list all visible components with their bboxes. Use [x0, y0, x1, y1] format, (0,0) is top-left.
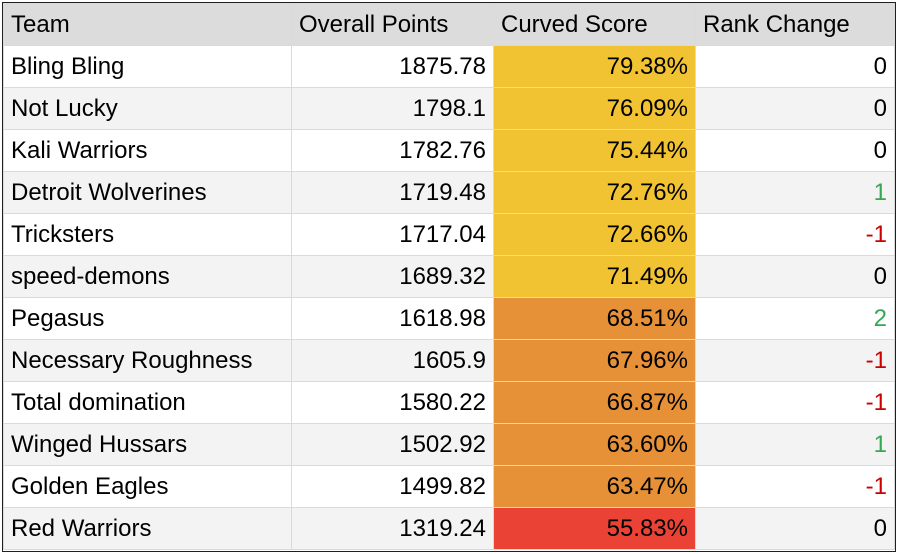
rank-change-cell[interactable]: 0: [695, 255, 895, 298]
rank-change-cell[interactable]: 0: [695, 45, 895, 88]
overall-points-cell[interactable]: 1499.82: [291, 465, 494, 508]
overall-points-cell[interactable]: 1618.98: [291, 297, 494, 340]
team-cell[interactable]: Bling Bling: [3, 45, 292, 88]
table-row: Kali Warriors 1782.76 75.44% 0: [3, 129, 895, 172]
team-cell[interactable]: Kali Warriors: [3, 129, 292, 172]
table-row: Necessary Roughness 1605.9 67.96% -1: [3, 339, 895, 382]
curved-score-cell[interactable]: 68.51%: [493, 297, 696, 340]
overall-points-cell[interactable]: 1689.32: [291, 255, 494, 298]
curved-score-cell[interactable]: 79.38%: [493, 45, 696, 88]
curved-score-cell[interactable]: 63.47%: [493, 465, 696, 508]
rank-change-cell[interactable]: -1: [695, 213, 895, 256]
table-row: Bling Bling 1875.78 79.38% 0: [3, 45, 895, 88]
header-overall-points[interactable]: Overall Points: [291, 3, 494, 46]
overall-points-cell[interactable]: 1319.24: [291, 507, 494, 550]
table-row: Winged Hussars 1502.92 63.60% 1: [3, 423, 895, 466]
team-cell[interactable]: speed-demons: [3, 255, 292, 298]
team-cell[interactable]: Winged Hussars: [3, 423, 292, 466]
table-row: Tricksters 1717.04 72.66% -1: [3, 213, 895, 256]
curved-score-cell[interactable]: 66.87%: [493, 381, 696, 424]
team-cell[interactable]: Total domination: [3, 381, 292, 424]
curved-score-cell[interactable]: 67.96%: [493, 339, 696, 382]
team-cell[interactable]: Pegasus: [3, 297, 292, 340]
rank-change-cell[interactable]: 0: [695, 507, 895, 550]
table-row: Golden Eagles 1499.82 63.47% -1: [3, 465, 895, 508]
table-row: Not Lucky 1798.1 76.09% 0: [3, 87, 895, 130]
curved-score-cell[interactable]: 76.09%: [493, 87, 696, 130]
overall-points-cell[interactable]: 1719.48: [291, 171, 494, 214]
overall-points-cell[interactable]: 1502.92: [291, 423, 494, 466]
table-row: Detroit Wolverines 1719.48 72.76% 1: [3, 171, 895, 214]
table-body: Bling Bling 1875.78 79.38% 0 Not Lucky 1798.1…: [3, 45, 895, 550]
rank-change-cell[interactable]: -1: [695, 381, 895, 424]
header-curved-score[interactable]: Curved Score: [493, 3, 696, 46]
overall-points-cell[interactable]: 1798.1: [291, 87, 494, 130]
rank-change-cell[interactable]: 1: [695, 171, 895, 214]
curved-score-cell[interactable]: 55.83%: [493, 507, 696, 550]
table-row: Red Warriors 1319.24 55.83% 0: [3, 507, 895, 550]
curved-score-cell[interactable]: 63.60%: [493, 423, 696, 466]
team-cell[interactable]: Necessary Roughness: [3, 339, 292, 382]
table-row: speed-demons 1689.32 71.49% 0: [3, 255, 895, 298]
rank-change-cell[interactable]: 0: [695, 129, 895, 172]
header-rank-change[interactable]: Rank Change: [695, 3, 895, 46]
team-cell[interactable]: Not Lucky: [3, 87, 292, 130]
rank-change-cell[interactable]: -1: [695, 465, 895, 508]
curved-score-cell[interactable]: 75.44%: [493, 129, 696, 172]
header-team[interactable]: Team: [3, 3, 292, 46]
curved-score-cell[interactable]: 71.49%: [493, 255, 696, 298]
curved-score-cell[interactable]: 72.66%: [493, 213, 696, 256]
overall-points-cell[interactable]: 1875.78: [291, 45, 494, 88]
rank-change-cell[interactable]: 0: [695, 87, 895, 130]
table-row: Pegasus 1618.98 68.51% 2: [3, 297, 895, 340]
rank-change-cell[interactable]: -1: [695, 339, 895, 382]
overall-points-cell[interactable]: 1717.04: [291, 213, 494, 256]
overall-points-cell[interactable]: 1580.22: [291, 381, 494, 424]
table-row: Total domination 1580.22 66.87% -1: [3, 381, 895, 424]
team-cell[interactable]: Tricksters: [3, 213, 292, 256]
overall-points-cell[interactable]: 1605.9: [291, 339, 494, 382]
team-cell[interactable]: Red Warriors: [3, 507, 292, 550]
header-row: Team Overall Points Curved Score Rank Ch…: [3, 3, 895, 46]
curved-score-cell[interactable]: 72.76%: [493, 171, 696, 214]
rank-change-cell[interactable]: 1: [695, 423, 895, 466]
overall-points-cell[interactable]: 1782.76: [291, 129, 494, 172]
team-cell[interactable]: Golden Eagles: [3, 465, 292, 508]
team-cell[interactable]: Detroit Wolverines: [3, 171, 292, 214]
standings-table: Team Overall Points Curved Score Rank Ch…: [3, 3, 895, 550]
rank-change-cell[interactable]: 2: [695, 297, 895, 340]
